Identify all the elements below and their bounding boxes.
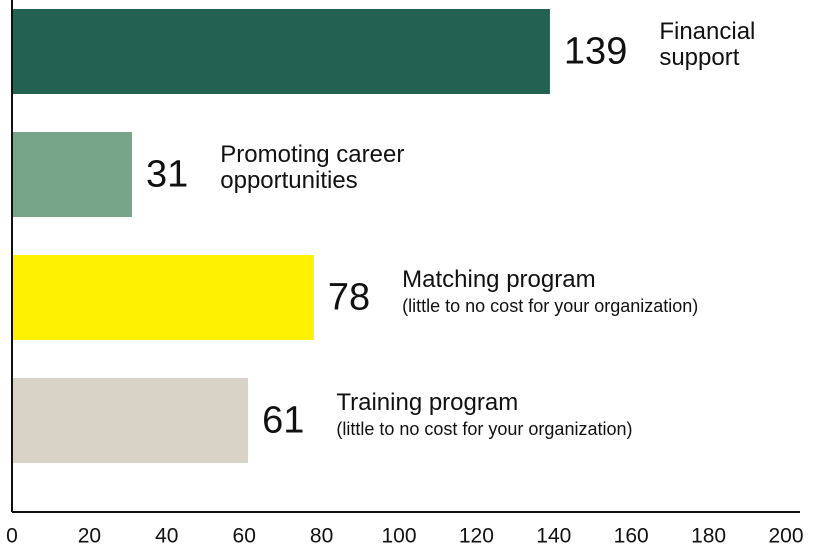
category-name: Promoting career opportunities [220,141,405,195]
category-name: Training program [336,388,519,416]
bar [13,378,249,463]
category-label: Training program (little to no cost for y… [336,388,633,440]
x-tick-label: 60 [233,525,256,548]
x-tick-label: 200 [768,525,803,548]
x-tick-label: 180 [691,525,726,548]
category-label: Matching program (little to no cost for y… [402,265,699,317]
category-label: Financial support [659,18,789,72]
category-name: Matching program [402,265,596,293]
x-tick-label: 0 [6,525,18,548]
x-tick-label: 40 [155,525,178,548]
bar [13,9,550,94]
x-tick-label: 140 [536,525,571,548]
bar [13,132,132,217]
value-label: 31 [146,154,188,196]
value-label: 78 [328,277,370,319]
x-tick-label: 80 [310,525,333,548]
x-tick-label: 100 [381,525,416,548]
category-note: (little to no cost for your organization… [402,295,699,316]
category-note: (little to no cost for your organization… [336,418,633,439]
bar [13,255,314,340]
value-label: 139 [564,31,627,73]
value-label: 61 [262,400,304,442]
category-name: Financial support [659,18,756,72]
x-tick-label: 160 [614,525,649,548]
x-tick-label: 20 [78,525,101,548]
category-label: Promoting career opportunities [220,141,460,195]
x-tick-label: 120 [459,525,494,548]
